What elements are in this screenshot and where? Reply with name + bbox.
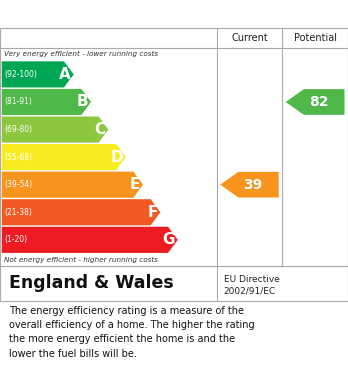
Text: The energy efficiency rating is a measure of the
overall efficiency of a home. T: The energy efficiency rating is a measur… xyxy=(9,305,254,359)
Text: 2002/91/EC: 2002/91/EC xyxy=(224,287,276,296)
Polygon shape xyxy=(2,61,74,88)
Polygon shape xyxy=(2,144,126,170)
Text: (69-80): (69-80) xyxy=(5,125,33,134)
Polygon shape xyxy=(2,172,143,198)
Text: (1-20): (1-20) xyxy=(5,235,28,244)
Text: A: A xyxy=(59,67,71,82)
Text: EU Directive: EU Directive xyxy=(224,275,280,284)
Polygon shape xyxy=(220,172,279,197)
Text: Energy Efficiency Rating: Energy Efficiency Rating xyxy=(9,7,211,22)
Text: Potential: Potential xyxy=(294,33,337,43)
Text: 39: 39 xyxy=(243,178,263,192)
Text: (92-100): (92-100) xyxy=(5,70,38,79)
Text: D: D xyxy=(110,150,123,165)
Text: Current: Current xyxy=(231,33,268,43)
Text: E: E xyxy=(130,177,140,192)
Text: England & Wales: England & Wales xyxy=(9,274,173,292)
Text: (55-68): (55-68) xyxy=(5,152,33,161)
Text: (81-91): (81-91) xyxy=(5,97,33,106)
Polygon shape xyxy=(2,117,108,143)
Text: Very energy efficient - lower running costs: Very energy efficient - lower running co… xyxy=(4,51,158,57)
Text: (39-54): (39-54) xyxy=(5,180,33,189)
Text: (21-38): (21-38) xyxy=(5,208,33,217)
Text: B: B xyxy=(77,95,88,109)
Polygon shape xyxy=(2,199,160,225)
Text: G: G xyxy=(163,232,175,248)
Text: F: F xyxy=(147,205,158,220)
Polygon shape xyxy=(2,89,91,115)
Text: 82: 82 xyxy=(309,95,329,109)
Text: Not energy efficient - higher running costs: Not energy efficient - higher running co… xyxy=(4,257,158,263)
Polygon shape xyxy=(2,227,178,253)
Text: C: C xyxy=(94,122,105,137)
Polygon shape xyxy=(286,89,345,115)
